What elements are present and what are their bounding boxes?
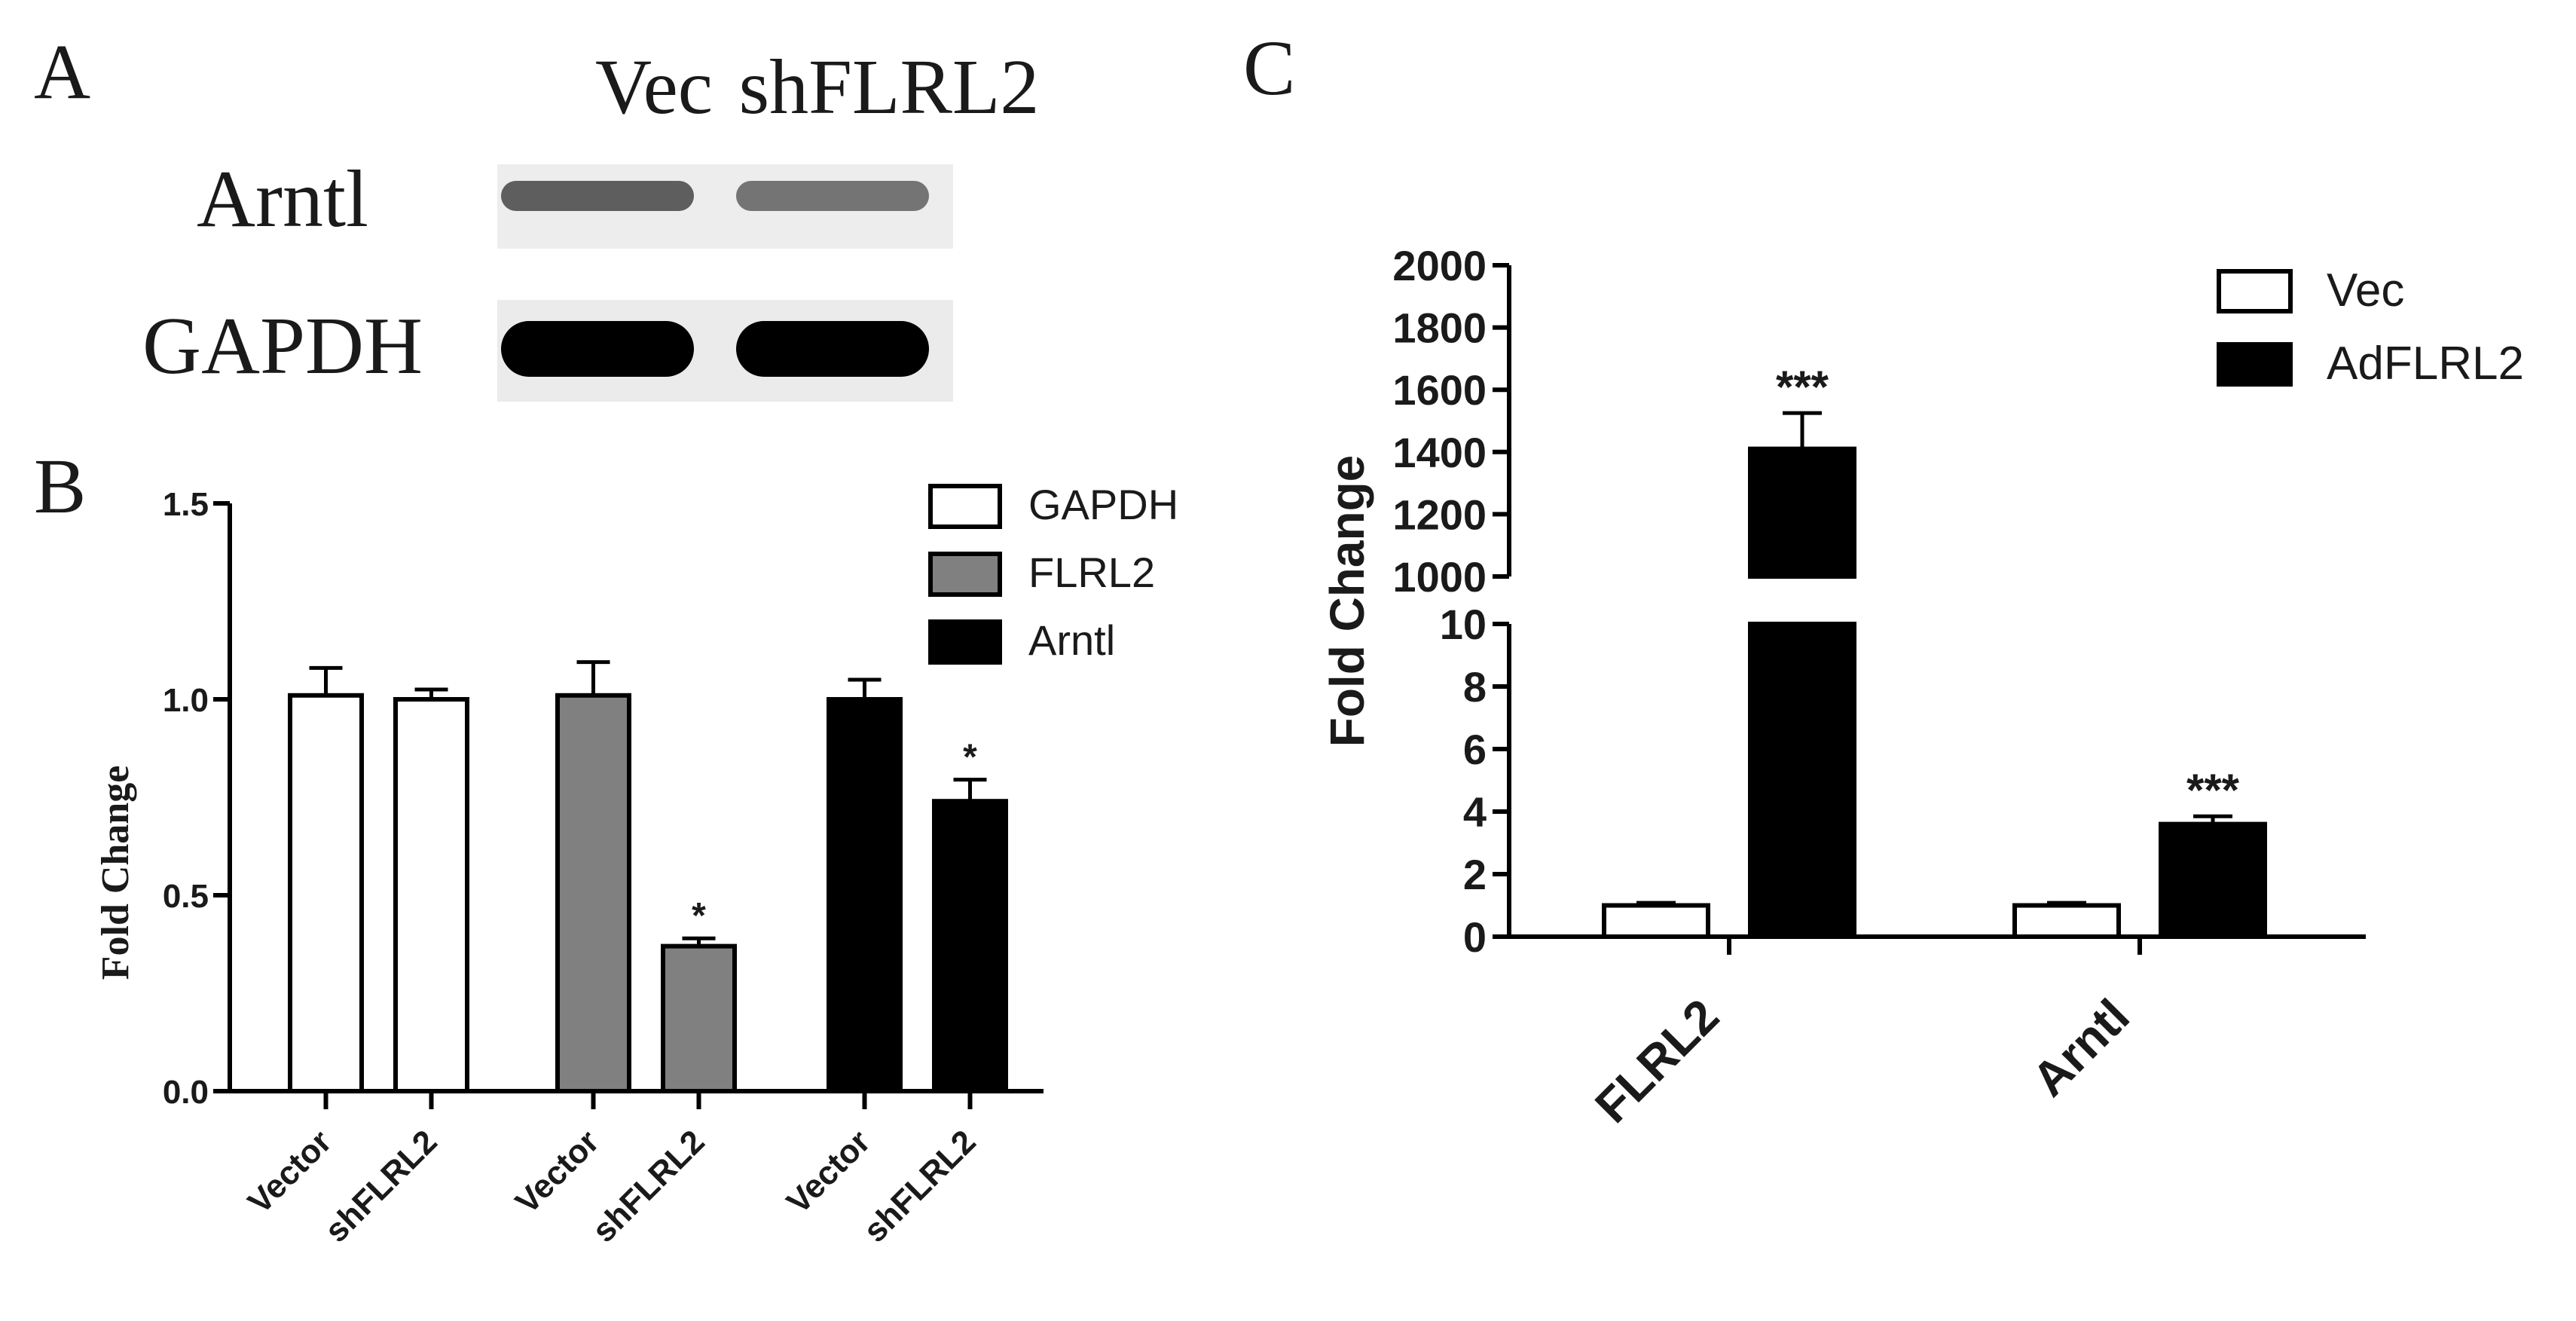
blot-band-gapdh-lane-2 (736, 321, 929, 377)
y-tick-label: 0.5 (163, 878, 209, 915)
x-tick-label: Vector (509, 1123, 607, 1221)
bar-adflrl2-arntl (2159, 821, 2267, 939)
x-tick-label: shFLRL2 (585, 1123, 712, 1249)
blot-band-arntl-lane-2 (736, 181, 929, 211)
bar-vec-flrl2 (1602, 903, 1710, 939)
y-tick-label-lower: 10 (1440, 601, 1487, 648)
legend-label-vec: Vec (2327, 265, 2404, 316)
x-tick-label: shFLRL2 (318, 1123, 445, 1249)
bar-flrl2-vector (555, 693, 631, 1093)
lane-label-shflrl2: shFLRL2 (739, 44, 1040, 130)
y-tick-label: 1.5 (163, 486, 209, 523)
legend-swatch-flrl2 (928, 552, 1002, 597)
legend-label-gapdh: GAPDH (1028, 481, 1178, 528)
bar-gapdh-shflrl2 (393, 697, 469, 1093)
y-tick-label-upper: 1200 (1392, 491, 1487, 538)
panel-a-letter: A (34, 29, 90, 115)
y-tick-label-upper: 1400 (1392, 429, 1487, 476)
y-tick-label: 0.0 (163, 1074, 209, 1111)
significance-mark: * (692, 896, 706, 936)
bar-arntl-vector (827, 697, 903, 1093)
panel-b-letter: B (34, 443, 86, 530)
bar-gapdh-vector (288, 693, 364, 1093)
y-tick-label-lower: 0 (1463, 913, 1487, 961)
y-tick-label-upper: 1000 (1392, 553, 1487, 601)
y-tick-label-lower: 6 (1463, 726, 1487, 773)
legend-swatch-vec (2217, 269, 2293, 313)
legend-swatch-gapdh (928, 484, 1002, 529)
y-tick-label-lower: 4 (1463, 788, 1487, 836)
y-tick-label-upper: 1800 (1392, 304, 1487, 352)
significance-mark: * (963, 738, 977, 778)
chart-c: 1000 1200 1400 1600 1800 2000 0 2 4 6 8 10 Fold Chan… (1320, 242, 2524, 1133)
bar-flrl2-shflrl2 (661, 943, 737, 1093)
y-tick-label-lower: 8 (1463, 663, 1487, 711)
y-tick-label-upper: 1600 (1392, 366, 1487, 414)
x-tick-label-flrl2: FLRL2 (1584, 989, 1729, 1133)
x-tick-label: Vector (241, 1123, 339, 1221)
legend-label-arntl: Arntl (1028, 616, 1115, 664)
significance-mark: *** (1776, 362, 1829, 412)
y-tick-label: 1.0 (163, 682, 209, 719)
bar-adflrl2-flrl2-upper-segment (1748, 446, 1856, 579)
legend-label-adflrl2: AdFLRL2 (2327, 338, 2524, 390)
y-axis-label: Fold Change (94, 766, 137, 980)
legend-label-flrl2: FLRL2 (1028, 549, 1155, 596)
blot-band-arntl-lane-1 (501, 181, 694, 211)
lane-label-vec: Vec (595, 44, 713, 130)
significance-mark: *** (2186, 765, 2240, 815)
y-axis-label: Fold Change (1320, 455, 1374, 748)
blot-row-label-arntl: Arntl (197, 154, 368, 244)
y-tick-label-lower: 2 (1463, 851, 1487, 898)
x-tick-label: Vector (780, 1123, 878, 1221)
y-tick-label-upper: 2000 (1392, 242, 1487, 289)
bar-arntl-shflrl2 (932, 799, 1008, 1093)
panel-c-letter: C (1243, 25, 1295, 112)
legend-swatch-adflrl2 (2217, 342, 2293, 387)
x-tick-label: shFLRL2 (857, 1123, 983, 1249)
bar-adflrl2-flrl2-lower-segment (1748, 622, 1856, 939)
western-blot: Vec shFLRL2 Arntl GAPDH (142, 44, 1039, 402)
legend-swatch-arntl (928, 619, 1002, 665)
blot-row-label-gapdh: GAPDH (142, 301, 423, 391)
x-tick-label-arntl: Arntl (2021, 989, 2139, 1106)
blot-band-gapdh-lane-1 (501, 321, 694, 377)
bar-vec-arntl (2012, 903, 2121, 939)
